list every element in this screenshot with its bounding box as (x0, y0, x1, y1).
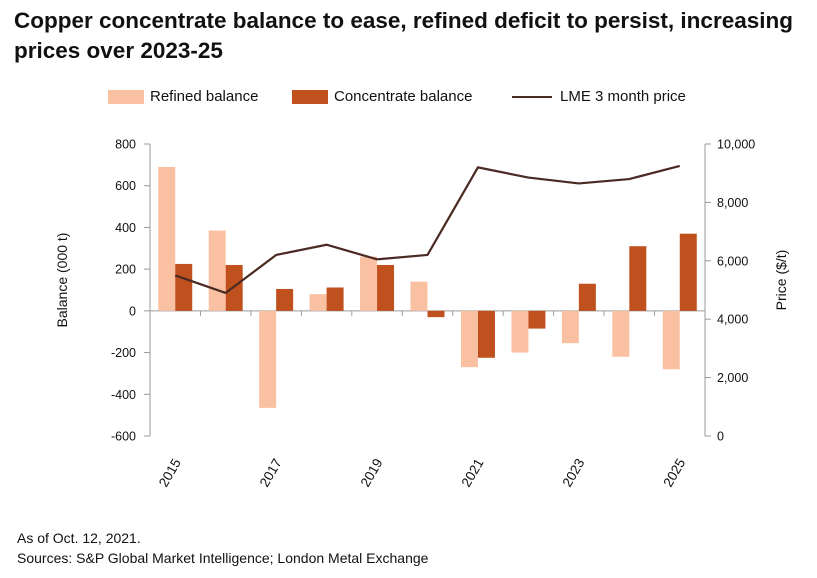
right-tick-label: 2,000 (717, 371, 748, 385)
chart-title: Copper concentrate balance to ease, refi… (14, 8, 793, 63)
x-tick-label: 2021 (459, 456, 487, 490)
left-tick-label: 800 (115, 138, 136, 152)
concentrate-bar (377, 264, 395, 311)
refined-bar (158, 166, 176, 311)
footer-as-of: As of Oct. 12, 2021. (17, 530, 141, 546)
concentrate-bar (629, 246, 647, 311)
refined-bar (612, 310, 630, 357)
right-tick-label: 10,000 (717, 138, 755, 152)
left-tick-label: -400 (111, 388, 136, 402)
legend-concentrate: Concentrate balance (292, 88, 472, 105)
right-tick-label: 8,000 (717, 196, 748, 210)
legend-refined-label: Refined balance (150, 88, 259, 105)
legend-price-swatch (512, 95, 552, 98)
refined-bar (309, 294, 327, 311)
legend-price-label: LME 3 month price (560, 88, 686, 105)
refined-bar (208, 230, 226, 311)
concentrate-bar (225, 264, 243, 311)
legend-concentrate-swatch (292, 89, 328, 104)
concentrate-bar (427, 310, 445, 318)
left-tick-label: 0 (129, 304, 136, 318)
right-axis-title: Price ($/t) (773, 250, 789, 311)
price-line (174, 164, 681, 295)
concentrate-bar (477, 310, 495, 358)
left-tick-label: -200 (111, 346, 136, 360)
refined-bar (259, 310, 277, 408)
concentrate-bar (276, 288, 294, 311)
footer-sources: Sources: S&P Global Market Intelligence;… (17, 550, 429, 566)
refined-bar (561, 310, 579, 344)
legend-refined: Refined balance (108, 88, 258, 105)
refined-bar (511, 310, 529, 353)
left-tick-label: 200 (115, 263, 136, 277)
concentrate-bar (326, 287, 344, 311)
x-tick-label: 2017 (257, 456, 285, 490)
concentrate-bar (175, 263, 193, 311)
x-tick-label: 2025 (660, 456, 688, 490)
right-tick-label: 0 (717, 430, 724, 444)
legend-concentrate-label: Concentrate balance (334, 88, 473, 105)
x-tick-label: 2023 (559, 456, 587, 490)
legend-refined-swatch (108, 89, 144, 104)
concentrate-bar (679, 233, 697, 311)
left-tick-label: 600 (115, 179, 136, 193)
x-tick-label: 2019 (358, 456, 386, 490)
refined-bar (460, 310, 478, 368)
refined-bar (360, 256, 378, 311)
refined-bar (410, 281, 428, 311)
concentrate-bar (578, 283, 596, 311)
left-tick-label: 400 (115, 221, 136, 235)
legend-price: LME 3 month price (512, 88, 686, 105)
right-tick-label: 4,000 (717, 313, 748, 327)
chart-legend: Refined balance Concentrate balance LME … (100, 88, 780, 108)
left-tick-label: -600 (111, 430, 136, 444)
refined-bar (662, 310, 680, 370)
x-tick-label: 2015 (156, 456, 184, 490)
left-axis-title: Balance (000 t) (54, 233, 70, 328)
right-tick-label: 6,000 (717, 254, 748, 268)
concentrate-bar (528, 310, 546, 329)
